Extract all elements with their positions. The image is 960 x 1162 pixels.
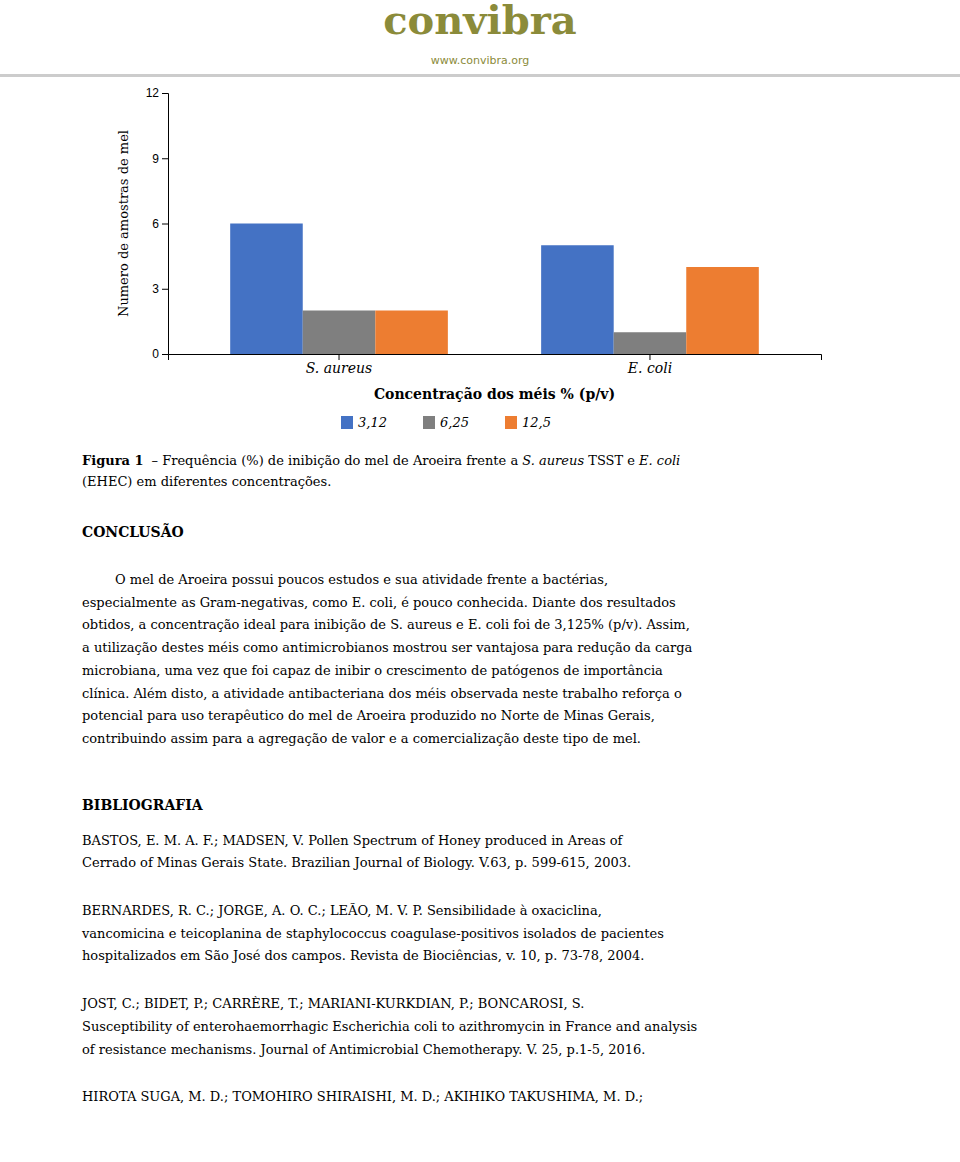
conclusion-line: microbiana, uma vez que foi capaz de ini… — [82, 663, 663, 678]
y-tick-mark — [162, 289, 168, 290]
x-axis: S. aureus E. coli — [169, 354, 822, 376]
reference-line: Cerrado of Minas Gerais State. Brazilian… — [82, 855, 631, 870]
x-tick-label: S. aureus — [306, 360, 373, 376]
chart: S. aureus E. coli 0 3 6 9 12 Numero de amostras… — [116, 86, 822, 376]
caption-segment: TSST e — [584, 453, 639, 468]
caption-segment: Figura 1 — [82, 453, 144, 468]
caption-line: (EHEC) em diferentes concentrações. — [82, 474, 331, 489]
legend-item: 12,5 — [505, 415, 551, 430]
y-tick-mark — [162, 224, 168, 225]
conclusion-line: obtidos, a concentração ideal para inibi… — [82, 617, 690, 632]
x-tick-label: E. coli — [627, 360, 672, 376]
caption-segment: S. aureus — [522, 453, 584, 468]
bar — [686, 267, 759, 354]
conclusion-line: potencial para uso terapêutico do mel de… — [82, 708, 655, 723]
page: convibra www.convibra.org S. aureus E. coli… — [0, 0, 960, 1162]
section-heading: CONCLUSÃO — [82, 522, 184, 540]
header-title: convibra — [383, 0, 577, 43]
y-tick: 6 — [152, 217, 168, 231]
y-tick-label: 3 — [152, 282, 159, 296]
y-tick-label: 12 — [146, 86, 160, 100]
y-tick-mark — [162, 354, 168, 355]
caption-segment: (EHEC) em diferentes concentrações. — [82, 474, 331, 489]
y-tick-mark — [162, 158, 168, 159]
background — [0, 0, 960, 1162]
legend-swatch — [505, 416, 517, 429]
y-tick-label: 0 — [152, 347, 159, 361]
y-tick-label: 9 — [152, 152, 159, 166]
reference-line: JOST, C.; BIDET, P.; CARRÈRE, T.; MARIAN… — [80, 996, 584, 1011]
conclusion-line: contribuindo assim para a agregação de v… — [82, 731, 641, 746]
reference-line: HIROTA SUGA, M. D.; TOMOHIRO SHIRAISHI, … — [82, 1089, 643, 1104]
separator — [0, 74, 960, 77]
y-axis: 0 3 6 9 12 — [146, 86, 169, 361]
x-label: Concentração dos méis % (p/v) — [374, 386, 615, 402]
reference-line: Susceptibility of enterohaemorrhagic Esc… — [82, 1019, 697, 1034]
header-subtitle: www.convibra.org — [431, 54, 530, 67]
legend-label: 6,25 — [440, 415, 469, 430]
y-tick-label: 6 — [152, 217, 159, 231]
reference-line: of resistance mechanisms. Journal of Ant… — [82, 1042, 645, 1057]
reference-line: BERNARDES, R. C.; JORGE, A. O. C.; LEÃO,… — [82, 903, 602, 918]
legend-item: 3,12 — [341, 415, 387, 430]
caption-segment: – Frequência (%) de inibição do mel de A… — [152, 453, 523, 468]
legend-label: 12,5 — [522, 415, 551, 430]
y-tick: 0 — [152, 347, 168, 361]
legend-item: 6,25 — [423, 415, 469, 430]
caption-line: Figura 1 – Frequência (%) de inibição do … — [82, 453, 680, 468]
y-tick: 3 — [152, 282, 168, 296]
legend-swatch — [423, 416, 435, 429]
conclusion-line: clínica. Além disto, a atividade antibac… — [82, 686, 682, 701]
bar — [230, 224, 303, 355]
conclusion-line: O mel de Aroeira possui poucos estudos e… — [82, 572, 608, 587]
y-tick: 9 — [152, 152, 168, 166]
reference-line: hospitalizados em São José dos campos. R… — [82, 948, 644, 963]
conclusion-line: especialmente as Gram-negativas, como E.… — [82, 595, 676, 610]
y-label: Numero de amostras de mel — [116, 130, 131, 317]
section-heading: BIBLIOGRAFIA — [82, 797, 204, 813]
bar — [375, 311, 448, 355]
reference-line: BASTOS, E. M. A. F.; MADSEN, V. Pollen S… — [82, 833, 624, 848]
legend-label: 3,12 — [358, 415, 387, 430]
y-tick-mark — [162, 93, 168, 94]
legend-swatch — [341, 416, 353, 429]
legend: 3,12 6,25 12,5 — [341, 415, 551, 430]
x-tick: S. aureus — [306, 354, 373, 376]
reference-line: vancomicina e teicoplanina de staphyloco… — [81, 926, 664, 941]
caption-segment: E. coli — [638, 453, 680, 468]
conclusion-line: a utilização destes méis como antimicrob… — [82, 640, 693, 655]
y-tick: 12 — [146, 86, 168, 100]
bar — [303, 311, 376, 355]
bar — [614, 332, 687, 354]
bar — [541, 245, 614, 354]
x-axis-line — [169, 355, 822, 361]
bars — [230, 224, 759, 355]
x-tick: E. coli — [627, 354, 672, 376]
y-axis-line — [162, 94, 169, 355]
